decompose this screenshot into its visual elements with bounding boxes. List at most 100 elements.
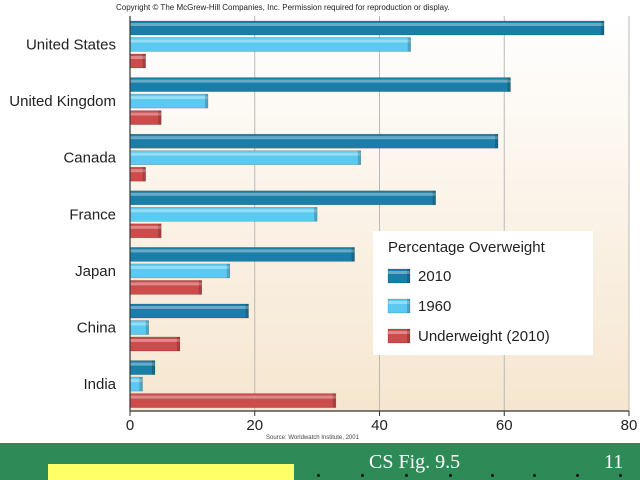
footer-dot: [449, 474, 452, 477]
x-tick-label: 80: [621, 417, 638, 434]
bar-2010: [129, 360, 156, 375]
bar-end-cap: [139, 377, 143, 392]
bar-highlight: [130, 96, 208, 100]
bar-body: [388, 329, 410, 343]
bar-2010: [129, 20, 605, 36]
footer-dot: [491, 474, 494, 477]
bar-end-cap: [507, 77, 511, 92]
bar-end-cap: [357, 150, 361, 165]
footer-dot: [361, 474, 364, 477]
bar-highlight: [130, 112, 162, 116]
bar-body: [130, 280, 202, 295]
bar-underweight-2010: [129, 223, 162, 239]
bar-body: [130, 337, 180, 351]
category-label: United States: [26, 37, 116, 54]
bar-highlight: [130, 209, 318, 213]
bar-body: [130, 134, 499, 149]
footer-dot: [533, 474, 536, 477]
bar-body: [130, 21, 605, 35]
bar-end-cap: [601, 21, 605, 35]
legend-swatch: [387, 298, 411, 314]
bar-highlight: [130, 56, 146, 59]
bar-chart: 0 20 40 60 80 Source: Worldwatch Institute, 2…: [9, 16, 637, 442]
footer-dot: [619, 474, 622, 477]
bar-highlight: [130, 39, 411, 43]
bar-end-cap: [204, 94, 208, 109]
labels: 0 20 40 60 80 Source: Worldwatch Institute, 2…: [9, 37, 637, 442]
bar-highlight: [130, 79, 511, 83]
bar-end-cap: [158, 110, 162, 125]
bar-end-cap: [332, 393, 336, 408]
bar-body: [130, 150, 361, 165]
bar-body: [130, 54, 146, 68]
bar-2010: [129, 247, 355, 262]
bar-end-cap: [158, 223, 162, 238]
bar-highlight: [130, 265, 230, 269]
legend-label: 1960: [418, 298, 451, 315]
bar-underweight-2010: [129, 393, 337, 408]
bar-outline: [387, 298, 411, 314]
bar-end-cap: [351, 247, 355, 262]
bar-end-cap: [432, 190, 436, 205]
x-tick-label: 0: [126, 417, 134, 434]
highlight-box: [48, 464, 294, 480]
page-number: 11: [604, 451, 624, 473]
bar-highlight: [130, 249, 355, 253]
bar-2010: [129, 133, 499, 149]
bar-1960: [129, 37, 411, 52]
bar-underweight-2010: [129, 166, 146, 182]
bar-body: [130, 247, 355, 262]
bar-highlight: [130, 152, 361, 156]
copyright-notice: Copyright © The McGrew-Hill Companies, I…: [116, 3, 450, 12]
bar-highlight: [130, 379, 143, 383]
bar-1960: [129, 376, 143, 392]
bar-2010: [129, 190, 436, 206]
footer-dot: [317, 474, 320, 477]
bar-underweight-2010: [129, 336, 181, 352]
bar-highlight: [130, 282, 202, 286]
bar-body: [130, 304, 249, 318]
bar-body: [388, 299, 410, 313]
bar-end-cap: [198, 280, 202, 295]
x-tick-label: 60: [496, 417, 513, 434]
bar-highlight: [388, 271, 410, 274]
bar-body: [130, 360, 155, 375]
bar-highlight: [130, 169, 146, 173]
axes: [129, 16, 630, 416]
category-label: Canada: [63, 150, 116, 167]
category-label: United Kingdom: [9, 93, 116, 110]
bar-body: [130, 377, 143, 392]
bar-body: [130, 393, 336, 408]
bar-underweight-2010: [129, 280, 203, 295]
bar-end-cap: [245, 304, 249, 318]
bar-end-cap: [226, 263, 230, 278]
legend: Percentage Overweight 2010 1960 Underweight…: [373, 231, 593, 355]
bar-end-cap: [407, 37, 411, 52]
bar-underweight-2010: [129, 110, 162, 125]
bar-highlight: [130, 136, 499, 140]
bars: [129, 20, 605, 408]
bar-highlight: [130, 225, 162, 229]
figure-caption: CS Fig. 9.5: [369, 451, 461, 473]
bar-underweight-2010: [129, 53, 146, 69]
bar-highlight: [130, 23, 605, 26]
bar-end-cap: [495, 134, 499, 149]
bar-body: [130, 207, 318, 222]
bar-end-cap: [176, 337, 180, 351]
bar-end-cap: [151, 360, 155, 375]
bar-body: [130, 110, 162, 125]
bar-outline: [387, 268, 411, 284]
footer-dot: [576, 474, 579, 477]
bar-highlight: [130, 339, 180, 342]
bar-highlight: [388, 301, 410, 304]
bar-body: [130, 167, 146, 182]
bar-2010: [129, 77, 511, 92]
category-label: France: [69, 206, 116, 223]
bar-1960: [129, 93, 209, 109]
category-label: India: [83, 376, 116, 393]
legend-swatch: [387, 268, 411, 284]
footer-dot: [405, 474, 408, 477]
legend-title: Percentage Overweight: [388, 239, 546, 256]
bar-1960: [129, 150, 362, 165]
category-label: Japan: [75, 263, 116, 280]
